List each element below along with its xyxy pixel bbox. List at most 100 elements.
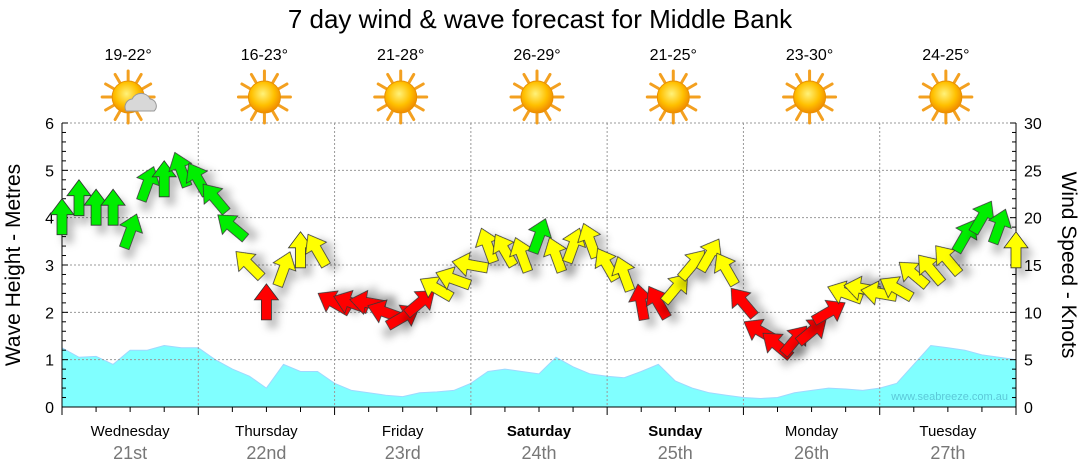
day-name: Friday xyxy=(382,423,424,440)
wind-arrow xyxy=(402,290,435,319)
sun-ray xyxy=(240,82,252,90)
wind-arrow xyxy=(898,261,931,290)
wind-arrow-shape xyxy=(527,218,552,255)
y-tick-label: 2 xyxy=(45,305,54,322)
wind-arrow-shape xyxy=(730,287,759,320)
day-temperature: 24-25° xyxy=(922,47,969,64)
sun-ray xyxy=(277,104,289,112)
sun-ray xyxy=(952,72,961,84)
sun-disc xyxy=(929,80,963,114)
wind-arrow xyxy=(49,198,75,236)
wind-arrow-shape xyxy=(66,179,92,217)
sun-ray xyxy=(544,72,552,84)
sun-ray xyxy=(249,72,258,84)
sun-disc xyxy=(520,80,554,114)
wind-arrow-shape xyxy=(451,251,489,278)
wind-arrow-shape xyxy=(435,266,472,291)
sun-icon xyxy=(509,69,565,125)
wind-arrow xyxy=(217,214,250,243)
day-temperature: 16-23° xyxy=(241,47,288,64)
sun-ray xyxy=(959,82,970,90)
day-temperature: 21-25° xyxy=(650,47,697,64)
sun-icon xyxy=(782,69,838,125)
wind-arrow xyxy=(435,266,472,291)
sun-ray xyxy=(386,72,394,84)
wind-arrow xyxy=(659,273,688,306)
wind-arrow xyxy=(1003,231,1029,269)
wind-arrow-shape xyxy=(202,183,231,216)
wind-arrow xyxy=(100,188,126,226)
day-date: 21st xyxy=(113,443,147,463)
day-date: 25th xyxy=(658,443,693,463)
day-name: Sunday xyxy=(648,423,703,440)
y2-tick-label: 10 xyxy=(1024,305,1042,322)
wind-arrow-shape xyxy=(49,198,75,236)
sun-icon xyxy=(918,69,974,125)
sun-ray xyxy=(413,104,425,112)
sun-ray xyxy=(959,104,970,112)
sun-ray xyxy=(249,110,258,122)
sun-ray xyxy=(386,110,394,122)
wind-arrow-shape xyxy=(577,222,602,260)
sun-icon xyxy=(373,69,429,125)
wind-arrow-shape xyxy=(827,280,864,305)
wind-arrow xyxy=(779,325,808,358)
wind-arrow xyxy=(543,237,568,274)
y-tick-label: 6 xyxy=(45,116,54,133)
wind-arrow xyxy=(611,256,636,293)
y-tick-label: 0 xyxy=(45,400,54,417)
sun-ray xyxy=(271,72,279,84)
wind-arrow xyxy=(794,318,827,347)
sun-disc xyxy=(793,80,827,114)
sun-ray xyxy=(952,110,961,122)
partly-cloudy-icon xyxy=(100,69,157,125)
sun-ray xyxy=(649,104,661,112)
sun-ray xyxy=(795,110,803,122)
day-date: 27th xyxy=(930,443,965,463)
wind-arrow-shape xyxy=(611,256,636,293)
wind-arrow xyxy=(253,283,280,321)
sun-ray xyxy=(104,82,115,90)
sun-ray xyxy=(686,104,698,112)
wind-arrow-shape xyxy=(898,261,931,290)
day-date: 23rd xyxy=(385,443,421,463)
wind-arrow xyxy=(879,276,915,303)
day-temperature: 21-28° xyxy=(377,47,424,64)
sun-ray xyxy=(921,82,933,90)
sun-ray xyxy=(680,110,688,122)
y2-axis-label: Wind Speed - Knots xyxy=(1057,172,1080,359)
sun-ray xyxy=(795,72,803,84)
sun-ray xyxy=(931,110,939,122)
sun-ray xyxy=(544,110,552,122)
sun-ray xyxy=(649,82,661,90)
sun-disc xyxy=(247,80,281,114)
sun-disc xyxy=(384,80,418,114)
sun-ray xyxy=(135,72,143,84)
wind-arrow-shape xyxy=(402,290,435,319)
wind-arrow-shape xyxy=(492,233,519,269)
wind-arrow-shape xyxy=(543,237,568,274)
sun-ray xyxy=(686,82,698,90)
sun-ray xyxy=(658,72,667,84)
sun-ray xyxy=(816,110,825,122)
day-name: Monday xyxy=(785,423,839,440)
wind-arrow-shape xyxy=(217,214,250,243)
sun-ray xyxy=(550,104,562,112)
wind-arrow xyxy=(860,280,898,306)
sun-ray xyxy=(822,82,834,90)
wind-arrow-shape xyxy=(879,276,915,303)
day-date: 24th xyxy=(521,443,556,463)
wind-arrow xyxy=(935,245,964,278)
sun-ray xyxy=(512,82,524,90)
wind-arrow xyxy=(118,213,144,251)
wind-arrow xyxy=(272,251,297,288)
wind-arrow-shape xyxy=(659,273,688,306)
sun-ray xyxy=(522,72,530,84)
watermark: www.seabreeze.com.au xyxy=(890,391,1008,403)
wave-height-area xyxy=(61,344,1017,408)
wind-arrow xyxy=(451,251,489,278)
sun-ray xyxy=(113,110,122,122)
wind-arrow xyxy=(827,280,864,305)
sun-ray xyxy=(680,72,688,84)
